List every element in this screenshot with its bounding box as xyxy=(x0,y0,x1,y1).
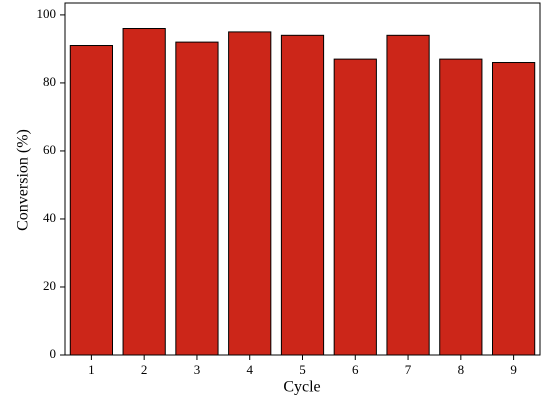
bar xyxy=(280,34,325,356)
x-tick-label: 2 xyxy=(141,362,148,377)
bar xyxy=(386,34,430,356)
x-tick-label: 5 xyxy=(299,362,306,377)
bar xyxy=(175,41,219,356)
y-tick-label: 60 xyxy=(43,142,56,157)
bar xyxy=(122,28,166,356)
bar xyxy=(69,45,113,356)
y-tick-label: 0 xyxy=(50,346,57,361)
y-axis-label: Conversion (%) xyxy=(15,129,32,231)
x-axis-label: Cycle xyxy=(283,379,320,396)
plot-frame xyxy=(64,2,541,356)
bar xyxy=(228,31,272,356)
y-tick-label: 100 xyxy=(37,6,57,21)
x-tick-label: 4 xyxy=(246,362,253,377)
y-tick-label: 20 xyxy=(43,278,56,293)
bar xyxy=(492,62,536,356)
x-tick-label: 7 xyxy=(405,362,412,377)
x-tick-label: 9 xyxy=(510,362,517,377)
x-tick-label: 8 xyxy=(458,362,465,377)
x-tick-label: 3 xyxy=(194,362,201,377)
bar xyxy=(333,58,377,356)
x-tick-label: 6 xyxy=(352,362,359,377)
bar xyxy=(439,58,483,356)
y-tick-label: 40 xyxy=(43,210,56,225)
y-tick-label: 80 xyxy=(43,74,56,89)
x-tick-label: 1 xyxy=(88,362,95,377)
